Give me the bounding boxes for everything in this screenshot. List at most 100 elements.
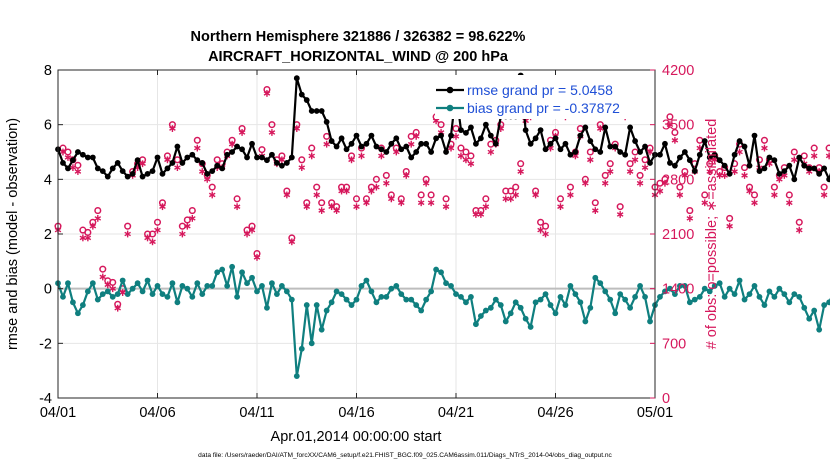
obs-assimilated-point <box>248 226 256 234</box>
y-tick-label: -4 <box>39 391 52 407</box>
obs-assimilated-point <box>253 254 261 261</box>
bias-point <box>65 280 71 287</box>
bias-point <box>617 291 624 298</box>
bias-point <box>149 291 156 298</box>
rmse-point <box>632 138 638 144</box>
bias-point <box>786 299 793 306</box>
obs-assimilated-point <box>721 172 728 179</box>
bias-point <box>184 285 191 292</box>
rmse-point <box>771 157 778 164</box>
legend: rmse grand pr = 5.0458 bias grand pr = -… <box>435 75 653 119</box>
bias-point <box>497 302 504 308</box>
rmse-point <box>522 127 529 134</box>
obs-assimilated-point <box>363 199 370 207</box>
rmse-point <box>234 143 241 150</box>
obs-assimilated-point <box>487 148 495 156</box>
rmse-point <box>637 149 643 155</box>
axis-ticks <box>57 69 656 399</box>
obs-possible-point <box>457 144 465 152</box>
rmse-point <box>219 165 226 172</box>
bias-point <box>532 299 539 306</box>
rmse-point <box>726 170 733 177</box>
bias-point <box>816 326 823 333</box>
rmse-point <box>199 160 206 166</box>
rmse-point <box>214 162 221 169</box>
rmse-point <box>622 151 629 158</box>
obs-possible-point <box>507 187 515 195</box>
rmse-point <box>94 165 101 172</box>
rmse-point <box>358 143 365 150</box>
obs-assimilated-point <box>119 289 126 296</box>
obs-possible-point <box>542 222 550 230</box>
rmse-point <box>716 157 723 164</box>
bias-point <box>696 293 703 300</box>
obs-assimilated-point <box>114 304 121 312</box>
obs-possible-point <box>268 121 276 129</box>
x-tick-label: 04/11 <box>239 405 274 421</box>
bias-point <box>428 288 435 295</box>
obs-assimilated-point <box>771 191 778 199</box>
bias-point <box>557 293 564 300</box>
obs-possible-point <box>437 121 445 129</box>
bias-point <box>806 315 813 322</box>
bias-series <box>55 263 830 380</box>
obs-possible-point <box>99 265 107 273</box>
obs-possible-point <box>407 132 415 140</box>
bias-point <box>423 296 430 303</box>
obs-assimilated-point <box>686 214 694 222</box>
obs-assimilated-point <box>208 191 216 199</box>
rmse-point <box>806 165 813 172</box>
bias-point <box>388 285 395 292</box>
obs-possible-point <box>298 156 306 164</box>
y2-axis-label: # of obs: o=possible; ∗=assimilated <box>704 119 720 350</box>
bias-point <box>453 291 459 298</box>
bias-point <box>333 288 340 295</box>
obs-possible-point <box>417 191 425 199</box>
obs-possible-point <box>556 195 565 203</box>
rmse-point <box>537 127 544 134</box>
obs-assimilated-point <box>736 148 743 156</box>
bias-point <box>443 280 449 287</box>
obs-possible-point <box>173 156 181 164</box>
rmse-point <box>239 146 245 153</box>
obs-possible-point <box>482 195 490 203</box>
rmse-point <box>741 143 748 150</box>
obs-assimilated-point <box>731 168 738 175</box>
bias-point <box>84 288 91 295</box>
obs-assimilated-point <box>596 125 604 132</box>
obs-assimilated-point <box>412 132 420 140</box>
bias-point <box>522 315 529 322</box>
rmse-point <box>388 140 395 147</box>
obs-assimilated-point <box>233 203 241 211</box>
x-tick-label: 04/06 <box>139 405 175 421</box>
obs-assimilated-point <box>776 175 783 183</box>
obs-assimilated-point <box>159 203 166 211</box>
bias-point <box>662 288 668 295</box>
obs-assimilated-point <box>298 164 306 172</box>
bias-point <box>642 293 648 300</box>
y2-tick-label: 3500 <box>662 118 694 134</box>
rmse-point <box>458 127 464 134</box>
rmse-point <box>706 154 713 161</box>
rmse-point <box>433 135 439 142</box>
rmse-point <box>701 138 708 144</box>
obs-assimilated-point <box>353 203 360 211</box>
rmse-point <box>259 154 265 161</box>
bias-point <box>254 288 260 295</box>
bias-point <box>70 299 76 306</box>
rmse-point <box>134 157 141 164</box>
obs-assimilated-point <box>174 164 181 172</box>
rmse-point <box>662 140 668 147</box>
obs-assimilated-point <box>661 179 669 187</box>
bias-point <box>79 302 86 308</box>
bias-point <box>463 299 469 306</box>
rmse-point <box>104 173 111 180</box>
obs-assimilated-point <box>228 140 236 148</box>
obs-possible-point <box>686 207 694 215</box>
bias-point <box>458 293 464 300</box>
rmse-point <box>527 140 534 147</box>
rmse-point <box>438 132 444 139</box>
rmse-point <box>572 149 579 155</box>
rmse-point <box>826 176 830 183</box>
bias-point <box>562 302 569 308</box>
